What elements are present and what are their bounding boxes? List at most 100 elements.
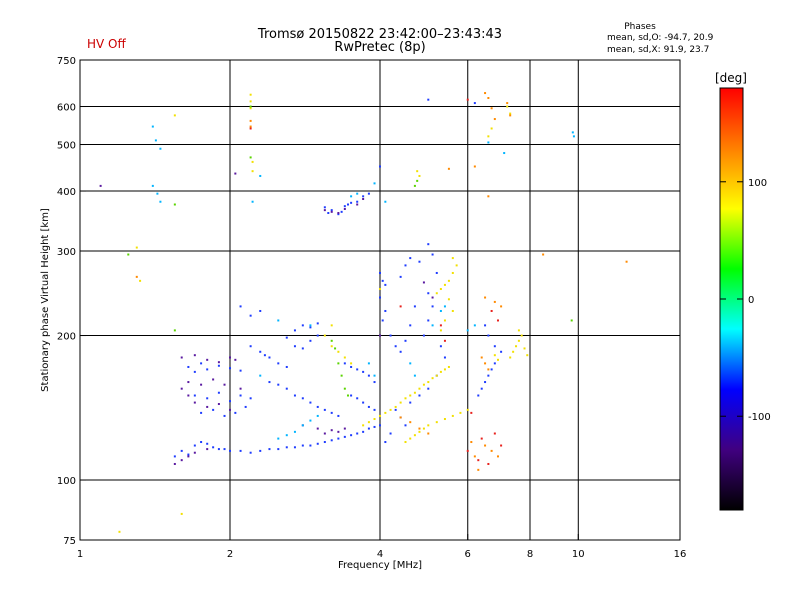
data-point bbox=[470, 441, 473, 444]
data-point bbox=[413, 184, 416, 187]
data-point bbox=[277, 437, 280, 440]
data-point bbox=[443, 418, 446, 421]
data-point bbox=[526, 354, 529, 357]
data-point bbox=[330, 429, 333, 432]
data-point bbox=[200, 441, 203, 444]
data-point bbox=[330, 339, 333, 342]
data-point bbox=[487, 334, 490, 337]
data-point bbox=[427, 387, 430, 390]
data-point bbox=[459, 411, 462, 414]
data-point bbox=[187, 381, 190, 384]
x-tick-label: 4 bbox=[377, 549, 383, 560]
data-point bbox=[399, 401, 402, 404]
data-point bbox=[206, 448, 209, 451]
data-point bbox=[470, 411, 473, 414]
data-point bbox=[356, 203, 359, 206]
data-point bbox=[229, 356, 231, 359]
data-point bbox=[277, 448, 280, 451]
data-point bbox=[187, 453, 190, 456]
data-point bbox=[625, 260, 628, 263]
phase-stats-heading: Phases bbox=[624, 22, 656, 32]
data-point bbox=[484, 444, 487, 447]
data-point bbox=[187, 455, 190, 458]
data-point bbox=[249, 93, 252, 96]
data-point bbox=[422, 427, 425, 430]
data-point bbox=[193, 444, 196, 447]
data-point bbox=[570, 319, 573, 322]
data-point bbox=[206, 368, 209, 371]
data-point bbox=[509, 356, 512, 359]
data-point bbox=[418, 260, 421, 263]
data-point bbox=[506, 105, 509, 108]
data-point bbox=[356, 368, 359, 371]
data-point bbox=[409, 324, 412, 327]
chart-title: Tromsø 20150822 23:42:00–23:43:43 bbox=[257, 27, 503, 42]
data-point bbox=[367, 192, 370, 195]
data-point bbox=[346, 203, 349, 206]
data-point bbox=[493, 432, 496, 435]
data-point bbox=[466, 449, 469, 452]
data-point bbox=[268, 381, 271, 384]
data-point bbox=[356, 200, 359, 203]
data-point bbox=[327, 212, 330, 215]
colorbar-tick-label: -100 bbox=[748, 412, 771, 423]
data-point bbox=[334, 347, 337, 350]
data-point bbox=[249, 345, 252, 348]
data-point bbox=[239, 369, 242, 372]
data-point bbox=[316, 427, 319, 430]
data-point bbox=[309, 326, 312, 329]
data-point bbox=[229, 408, 231, 411]
data-point bbox=[409, 437, 412, 440]
data-point bbox=[239, 305, 242, 308]
x-tick-label: 16 bbox=[674, 549, 687, 560]
data-point bbox=[173, 203, 176, 206]
data-point bbox=[484, 92, 487, 95]
data-point bbox=[422, 281, 425, 284]
data-point bbox=[389, 334, 392, 337]
data-point bbox=[180, 449, 183, 452]
data-point bbox=[422, 383, 425, 386]
data-point bbox=[293, 394, 296, 397]
data-point bbox=[480, 387, 483, 390]
data-point bbox=[443, 305, 446, 308]
data-point bbox=[413, 305, 416, 308]
data-point bbox=[330, 324, 333, 327]
y-tick-label: 600 bbox=[57, 103, 76, 114]
data-point bbox=[259, 309, 262, 312]
data-point bbox=[316, 405, 319, 408]
data-point bbox=[439, 288, 442, 291]
chart-grid bbox=[80, 60, 680, 540]
data-point bbox=[367, 427, 370, 430]
data-point bbox=[427, 424, 430, 427]
data-point bbox=[427, 98, 430, 101]
data-point bbox=[487, 141, 490, 144]
data-point bbox=[346, 394, 349, 397]
data-point bbox=[139, 279, 142, 282]
data-point bbox=[323, 334, 326, 337]
data-point bbox=[330, 210, 333, 213]
data-point bbox=[480, 356, 483, 359]
data-point bbox=[259, 374, 262, 377]
data-point bbox=[435, 374, 438, 377]
data-point bbox=[337, 350, 340, 353]
data-point bbox=[309, 339, 312, 342]
data-point bbox=[180, 356, 183, 359]
data-point bbox=[350, 195, 353, 198]
data-point bbox=[394, 405, 397, 408]
data-point bbox=[384, 441, 387, 444]
data-point bbox=[173, 455, 176, 458]
data-point bbox=[373, 425, 376, 428]
data-point bbox=[323, 408, 326, 411]
y-tick-label: 400 bbox=[57, 187, 76, 198]
data-point bbox=[362, 198, 365, 201]
data-point bbox=[99, 184, 102, 187]
data-point bbox=[477, 459, 480, 462]
data-point bbox=[350, 362, 353, 365]
y-tick-label: 100 bbox=[57, 476, 76, 487]
data-point bbox=[500, 350, 503, 353]
data-point bbox=[572, 135, 575, 138]
data-point bbox=[362, 401, 365, 404]
data-point bbox=[251, 200, 254, 203]
data-point bbox=[431, 253, 434, 256]
data-point bbox=[316, 322, 319, 325]
